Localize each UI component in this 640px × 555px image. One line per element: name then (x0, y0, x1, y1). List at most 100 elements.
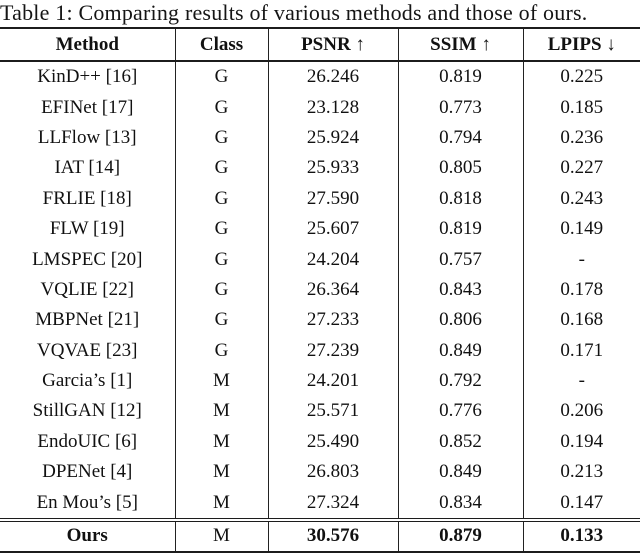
cell-class: M (174, 426, 268, 458)
cell-method: KinD++ [16] (37, 66, 138, 88)
table-row: KinD++ [16] G 26.246 0.819 0.225 (0, 61, 640, 93)
col-header-method: Method (0, 28, 175, 62)
col-header-psnr: PSNR ↑ (267, 28, 398, 62)
cell-lpips: 0.243 (522, 183, 640, 214)
cell-class: G (174, 183, 268, 214)
cell-psnr: 24.201 (267, 365, 398, 397)
table-row: MBPNet [21] G 27.233 0.806 0.168 (0, 305, 640, 336)
cell-class: G (174, 92, 268, 123)
cell-method: StillGAN [12] (32, 400, 142, 422)
cell-psnr: 27.324 (267, 487, 398, 520)
cell-psnr: 24.204 (267, 244, 398, 275)
cell-ssim: 0.834 (397, 487, 523, 520)
header-row: Method Class PSNR ↑ SSIM ↑ LPIPS ↓ (0, 28, 640, 62)
col-header-class: Class (174, 28, 268, 62)
table-row: EFINet [17] G 23.128 0.773 0.185 (0, 92, 640, 123)
table-row: LMSPEC [20] G 24.204 0.757- (0, 244, 640, 275)
cell-class: M (174, 365, 268, 397)
cell-psnr: 30.576 (267, 517, 398, 552)
cell-method: MBPNet [21] (35, 309, 140, 331)
cell-class: G (174, 305, 268, 336)
cell-lpips: 0.147 (522, 487, 640, 520)
cell-lpips: - (522, 244, 640, 275)
table-row: EndoUIC [6] M 25.490 0.852 0.194 (0, 426, 640, 458)
cell-method: DPENet [4] (42, 461, 133, 483)
cell-psnr: 27.590 (267, 183, 398, 214)
cell-method: VQLIE [22] (40, 278, 134, 300)
table-row: FRLIE [18] G 27.590 0.818 0.243 (0, 183, 640, 214)
cell-ssim: 0.794 (397, 122, 523, 154)
table-row: Garcia’s [1] M 24.201 0.792- (0, 365, 640, 397)
cell-ssim: 0.792 (397, 365, 523, 397)
cell-lpips: 0.213 (522, 457, 640, 488)
cell-class: G (174, 274, 268, 306)
col-header-ssim: SSIM ↑ (397, 28, 523, 62)
cell-lpips: 0.149 (522, 213, 640, 245)
cell-class: G (174, 213, 268, 245)
cell-ssim: 0.849 (397, 457, 523, 488)
cell-lpips: 0.225 (522, 61, 640, 93)
cell-ssim: 0.819 (397, 61, 523, 93)
table-caption: Table 1: Comparing results of various me… (0, 0, 588, 25)
table-row: DPENet [4] M 26.803 0.849 0.213 (0, 457, 640, 488)
cell-ssim: 0.757 (397, 244, 523, 275)
cell-ssim: 0.773 (397, 92, 523, 123)
table-row: En Mou’s [5] M 27.324 0.834 0.147 (0, 487, 640, 520)
cell-method: VQVAE [23] (37, 339, 138, 361)
cell-lpips: 0.171 (522, 335, 640, 366)
cell-class: G (174, 153, 268, 184)
cell-class: M (174, 517, 268, 552)
cell-psnr: 27.233 (267, 305, 398, 336)
cell-lpips: 0.206 (522, 396, 640, 427)
cell-psnr: 25.933 (267, 153, 398, 184)
cell-ssim: 0.776 (397, 396, 523, 427)
cell-psnr: 25.490 (267, 426, 398, 458)
cell-method: LLFlow [13] (37, 126, 137, 148)
cell-psnr: 25.571 (267, 396, 398, 427)
table-row: FLW [19] G 25.607 0.819 0.149 (0, 213, 640, 245)
cell-psnr: 26.246 (267, 61, 398, 93)
cell-class: G (174, 335, 268, 366)
cell-psnr: 26.364 (267, 274, 398, 306)
cell-ssim: 0.818 (397, 183, 523, 214)
cell-method: IAT [14] (54, 157, 121, 179)
cell-class: M (174, 396, 268, 427)
results-table: Method Class PSNR ↑ SSIM ↑ LPIPS ↓ KinD+… (0, 27, 640, 553)
cell-method: EndoUIC [6] (37, 430, 138, 452)
cell-psnr: 23.128 (267, 92, 398, 123)
table-row: VQLIE [22] G 26.364 0.843 0.178 (0, 274, 640, 306)
cell-ssim: 0.852 (397, 426, 523, 458)
table-body: KinD++ [16] G 26.246 0.819 0.225 EFINet [17] G… (0, 61, 640, 520)
cell-method: En Mou’s [5] (36, 491, 138, 513)
cell-ssim: 0.843 (397, 274, 523, 306)
cell-class: G (174, 122, 268, 154)
cell-ssim: 0.806 (397, 305, 523, 336)
table-row: LLFlow [13] G 25.924 0.794 0.236 (0, 122, 640, 154)
cell-ssim: 0.819 (397, 213, 523, 245)
cell-ssim: 0.879 (397, 517, 523, 552)
cell-method: EFINet [17] (41, 96, 134, 118)
cell-ssim: 0.805 (397, 153, 523, 184)
table-row: IAT [14] G 25.933 0.805 0.227 (0, 153, 640, 184)
col-header-lpips: LPIPS ↓ (522, 28, 640, 62)
cell-class: M (174, 487, 268, 520)
table-row: StillGAN [12] M 25.571 0.776 0.206 (0, 396, 640, 427)
cell-lpips: 0.185 (522, 92, 640, 123)
cell-class: G (174, 61, 268, 93)
cell-lpips: 0.236 (522, 122, 640, 154)
cell-lpips: 0.194 (522, 426, 640, 458)
cell-psnr: 25.607 (267, 213, 398, 245)
cell-method: Garcia’s [1] (42, 370, 133, 392)
cell-method: FRLIE [18] (42, 187, 132, 209)
cell-lpips: 0.168 (522, 305, 640, 336)
cell-ssim: 0.849 (397, 335, 523, 366)
table-row: VQVAE [23] G 27.239 0.849 0.171 (0, 335, 640, 366)
ours-row: Ours M 30.576 0.879 0.133 (0, 517, 640, 552)
cell-psnr: 27.239 (267, 335, 398, 366)
cell-lpips: - (522, 365, 640, 397)
cell-method: LMSPEC [20] (32, 248, 143, 270)
cell-lpips: 0.133 (522, 517, 640, 552)
cell-psnr: 25.924 (267, 122, 398, 154)
cell-method: Ours (0, 517, 175, 552)
